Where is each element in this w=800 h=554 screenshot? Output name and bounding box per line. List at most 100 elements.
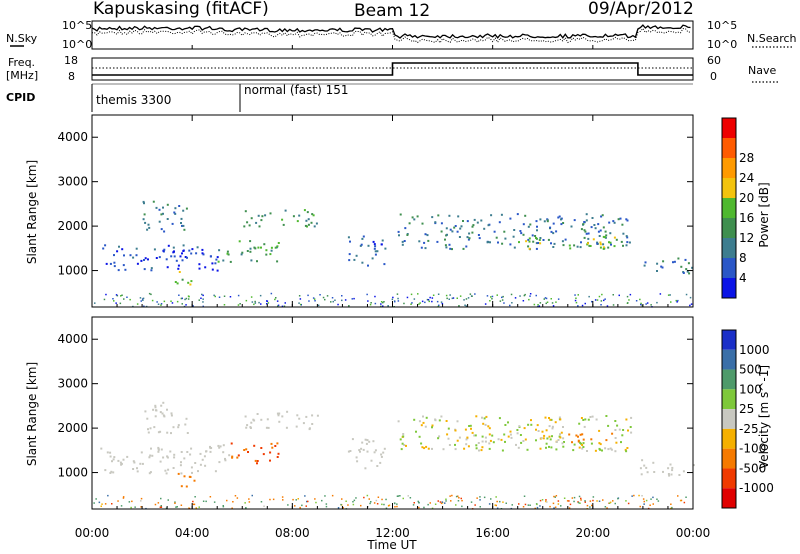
power-cell	[198, 299, 200, 301]
power-cell	[598, 295, 601, 298]
velocity-cell	[474, 504, 476, 506]
velocity-cell	[176, 506, 178, 508]
velocity-cell	[568, 433, 571, 436]
power-cell	[560, 218, 562, 221]
velocity-cell	[119, 461, 122, 464]
velocity-cell	[183, 457, 186, 460]
velocity-cell	[542, 437, 545, 440]
velocity-cell	[166, 431, 169, 434]
velocity-cell	[170, 432, 172, 435]
velocity-cell	[461, 499, 463, 502]
nsky-tick-top: 10^5	[62, 19, 92, 32]
velocity-cell	[243, 449, 246, 451]
power-cell	[373, 243, 376, 246]
y-tick-label: 4000	[57, 130, 88, 144]
power-cell	[529, 223, 532, 226]
power-cell	[602, 235, 605, 238]
power-cell	[251, 301, 254, 303]
velocity-cell	[577, 435, 579, 438]
power-cell	[413, 218, 416, 221]
velocity-cell	[450, 500, 452, 502]
power-cell	[426, 234, 429, 237]
velocity-cbar-label: Velocity [m s^-1]	[757, 365, 771, 469]
power-cell	[178, 205, 181, 207]
power-cell	[263, 243, 266, 246]
power-cell	[667, 294, 670, 296]
power-cell	[178, 271, 181, 273]
velocity-cell	[671, 506, 673, 509]
station-title: Kapuskasing (fitACF)	[93, 0, 269, 19]
velocity-cell	[148, 456, 151, 459]
velocity-cell	[577, 440, 580, 443]
velocity-cell	[553, 495, 555, 498]
power-cell	[284, 302, 286, 304]
power-cell	[313, 298, 316, 300]
power-cbar-tick: 12	[739, 231, 754, 245]
power-cell	[103, 298, 106, 301]
velocity-cell	[204, 464, 207, 467]
velocity-cell	[162, 456, 165, 459]
power-cell	[201, 293, 203, 296]
power-cell	[418, 303, 420, 305]
velocity-cell	[609, 447, 612, 450]
velocity-cell	[490, 498, 492, 500]
velocity-cell	[295, 425, 298, 428]
velocity-cell	[365, 442, 368, 445]
power-cell	[140, 300, 142, 302]
velocity-cell	[396, 495, 399, 497]
power-cell	[680, 265, 683, 268]
power-ylabel: Slant Range [km]	[25, 160, 39, 264]
velocity-cell	[447, 427, 450, 430]
velocity-cell	[331, 494, 334, 497]
x-axis-ticks: 00:00 04:00 08:00 12:00 16:00 20:00 00:00	[75, 45, 710, 540]
velocity-cell	[591, 415, 594, 418]
power-cell	[560, 223, 563, 226]
power-cell	[660, 265, 663, 268]
power-cell	[539, 218, 542, 221]
power-cell	[522, 300, 525, 302]
power-cell	[382, 301, 384, 304]
velocity-cell	[305, 505, 307, 507]
power-cell	[528, 237, 531, 240]
velocity-cell	[427, 447, 430, 450]
velocity-cell	[104, 503, 107, 505]
power-cell	[599, 246, 602, 249]
power-cbar-tick: 4	[739, 271, 747, 285]
velocity-cell	[598, 442, 601, 445]
power-cell	[591, 300, 593, 303]
velocity-cell	[605, 439, 608, 442]
velocity-cell	[580, 497, 582, 500]
velocity-cell	[458, 497, 460, 499]
velocity-cell	[130, 506, 132, 509]
velocity-cell	[183, 475, 186, 478]
velocity-cell	[541, 499, 544, 501]
velocity-cell	[535, 439, 537, 442]
power-cell	[182, 249, 185, 252]
power-cell	[627, 302, 629, 304]
power-cell	[625, 235, 628, 238]
velocity-cell	[164, 469, 167, 472]
velocity-cell	[497, 438, 500, 441]
power-cell	[603, 299, 605, 302]
power-cell	[266, 300, 268, 302]
power-cell	[577, 294, 579, 296]
velocity-cell	[109, 472, 112, 474]
velocity-cell	[228, 454, 231, 457]
velocity-cell	[249, 427, 252, 429]
power-cell	[198, 263, 201, 266]
power-cell	[215, 258, 218, 261]
power-cell	[429, 296, 431, 299]
power-cell	[503, 230, 506, 233]
velocity-cell	[184, 423, 187, 426]
velocity-cell	[614, 502, 616, 505]
power-cell	[501, 296, 503, 299]
power-cell	[662, 260, 665, 263]
power-cell	[431, 300, 433, 303]
power-cell	[167, 244, 170, 247]
velocity-cell	[475, 447, 478, 450]
velocity-cell	[245, 448, 248, 451]
power-cell	[552, 232, 555, 235]
power-cbar-segment	[722, 198, 736, 218]
power-cell	[437, 214, 440, 217]
power-cell	[581, 304, 584, 307]
